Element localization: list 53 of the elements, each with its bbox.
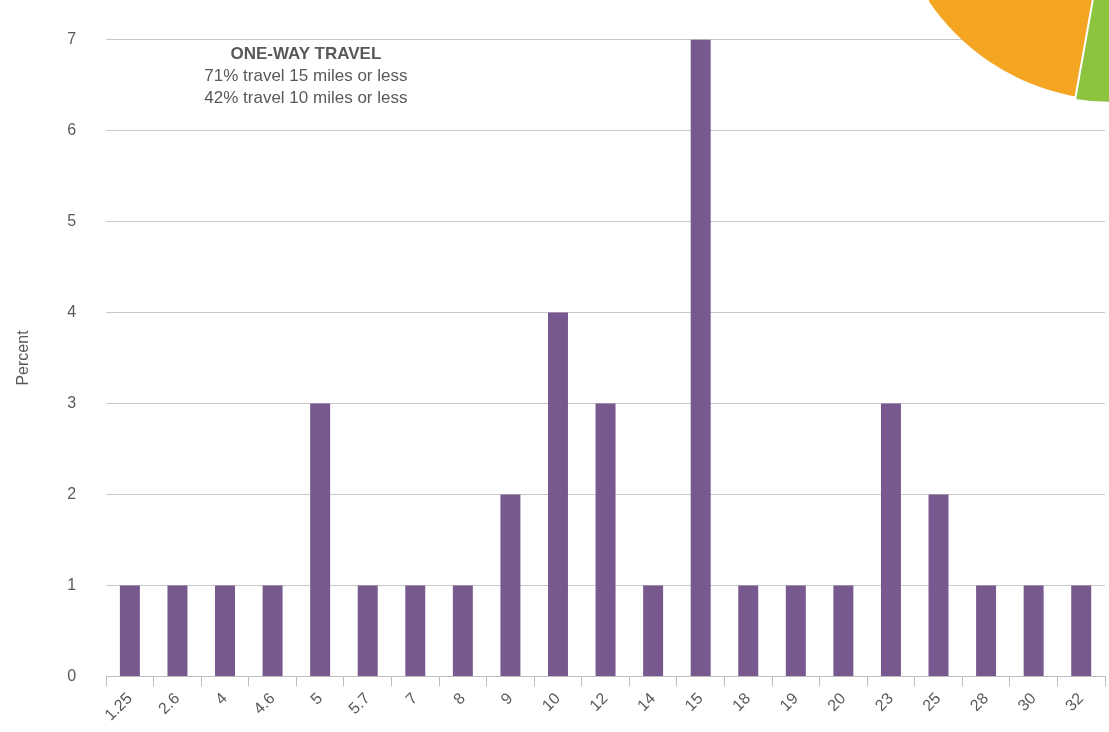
bar — [119, 585, 140, 676]
x-tick-label: 5.7 — [345, 689, 374, 718]
x-tick-label: 8 — [449, 689, 469, 708]
x-tick-label: 4.6 — [250, 689, 278, 718]
x-tick-label: 7 — [402, 689, 421, 708]
bar — [976, 585, 997, 676]
bar — [215, 585, 235, 676]
x-tick-label: 4 — [211, 689, 231, 708]
x-tick-label: 14 — [633, 689, 659, 715]
bar — [690, 39, 711, 676]
y-tick-label: 4 — [67, 302, 77, 320]
y-tick-label: 5 — [67, 211, 77, 229]
y-tick-label: 1 — [67, 575, 77, 593]
bar — [928, 494, 949, 676]
x-tick-label: 23 — [871, 689, 897, 715]
bar — [1023, 585, 1044, 676]
bar — [357, 585, 378, 676]
bar — [452, 585, 473, 676]
bar — [167, 585, 188, 676]
x-tick-label: 10 — [538, 689, 564, 715]
x-tick-label: 12 — [586, 689, 611, 715]
y-axis-title: Percent — [14, 329, 32, 386]
y-tick-label: 6 — [67, 120, 77, 138]
x-tick-label: 18 — [728, 689, 754, 715]
x-tick-label: 30 — [1014, 689, 1039, 715]
bar — [547, 312, 568, 676]
x-tick-label: 28 — [966, 689, 992, 715]
bar — [310, 403, 331, 676]
y-tick-label: 2 — [67, 484, 77, 502]
bar — [1071, 585, 1092, 676]
bar — [643, 585, 664, 676]
x-tick-label: 20 — [824, 689, 849, 715]
annotation: 42% travel 10 miles or less — [204, 87, 408, 107]
bar — [405, 585, 426, 676]
x-tick-label: 15 — [681, 689, 706, 715]
bar — [262, 585, 283, 676]
y-tick-label: 3 — [67, 393, 77, 411]
y-tick-label: 7 — [67, 30, 77, 48]
x-tick-label: 19 — [776, 689, 802, 715]
x-tick-label: 2.6 — [154, 689, 183, 718]
bar — [833, 585, 854, 676]
y-tick-label: 0 — [67, 666, 77, 684]
x-tick-label: 32 — [1061, 689, 1087, 715]
x-tick-label: 9 — [497, 689, 516, 708]
bar — [880, 403, 901, 676]
x-tick-label: 5 — [307, 689, 326, 708]
bar — [595, 403, 616, 676]
bar — [785, 585, 806, 676]
bar — [738, 585, 759, 676]
chart-title: ONE-WAY TRAVEL — [230, 43, 382, 63]
x-tick-label: 25 — [919, 689, 944, 715]
bar — [500, 494, 521, 676]
annotation: 71% travel 15 miles or less — [204, 65, 408, 85]
